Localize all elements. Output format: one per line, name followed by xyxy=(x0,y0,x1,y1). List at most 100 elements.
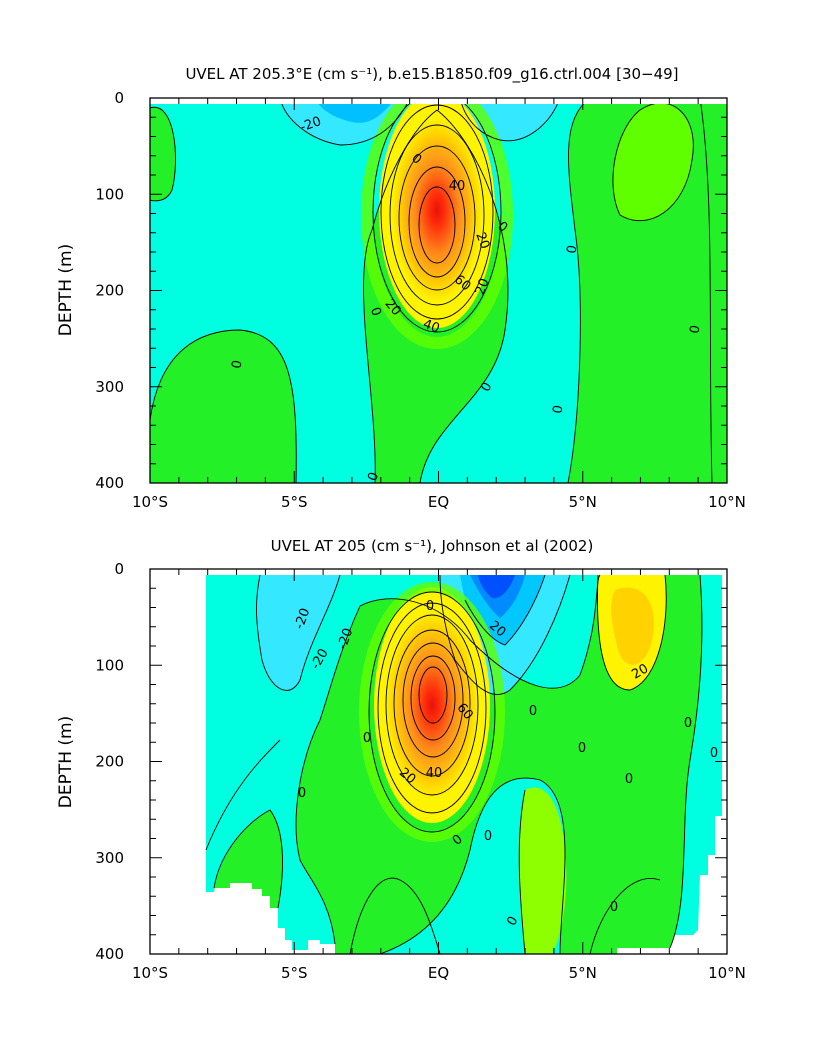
contour-line xyxy=(402,642,464,758)
contour-label: -20 xyxy=(292,606,313,631)
contour-label: 0 xyxy=(426,599,434,614)
contour-line xyxy=(418,666,448,724)
x-tick-label: 10°S xyxy=(132,964,168,982)
positive-region xyxy=(206,810,283,908)
positive-region xyxy=(519,787,567,954)
negative-region xyxy=(478,575,515,599)
contour-label: -20 xyxy=(298,114,323,135)
contour-label: 40 xyxy=(449,179,466,194)
contour-label: 0 xyxy=(298,786,306,801)
contour-field-2 xyxy=(205,574,722,954)
contour-line xyxy=(518,789,526,954)
contour-line xyxy=(349,877,441,954)
chart-title-2: UVEL AT 205 (cm s⁻¹), Johnson et al (200… xyxy=(271,537,594,555)
contour-line xyxy=(408,166,466,278)
x-tick-label: 10°N xyxy=(708,964,746,982)
contour-label: 20 xyxy=(629,661,651,682)
contour-line xyxy=(398,145,476,291)
undercurrent-core xyxy=(374,587,490,823)
contour-line xyxy=(359,574,601,689)
x-tick-label: 5°S xyxy=(281,493,308,511)
contour-line xyxy=(459,98,561,142)
x-tick-label: 10°S xyxy=(132,493,168,511)
y-tick-label: 100 xyxy=(95,185,124,203)
contour-label: 0 xyxy=(625,772,633,787)
contour-label: -20 xyxy=(335,626,356,651)
contour-line xyxy=(150,329,297,483)
y-tick-label: 400 xyxy=(95,945,124,963)
contour-line xyxy=(363,109,438,483)
contour-line xyxy=(699,98,713,483)
y-tick-label: 300 xyxy=(95,378,124,396)
contour-line xyxy=(597,574,667,691)
y-tick-label: 0 xyxy=(114,89,124,107)
contour-line xyxy=(612,102,694,222)
x-tick-label: 5°S xyxy=(281,964,308,982)
contour-line xyxy=(372,98,502,333)
y-tick-label: 0 xyxy=(114,560,124,578)
positive-region xyxy=(568,98,727,483)
contour-label: 0 xyxy=(564,244,580,255)
contour-label: 0 xyxy=(710,746,718,761)
contour-label: 40 xyxy=(426,766,443,781)
contour-line xyxy=(589,878,661,954)
x-tick-label: EQ xyxy=(428,493,449,511)
contour-label: 40 xyxy=(421,317,442,337)
positive-region xyxy=(150,107,176,201)
positive-region xyxy=(611,587,654,665)
x-tick-label: 5°N xyxy=(569,964,597,982)
contour-line xyxy=(385,614,479,796)
contour-line xyxy=(379,777,566,954)
y-tick-label: 200 xyxy=(95,282,124,300)
contour-line xyxy=(377,602,487,814)
contour-line xyxy=(380,104,494,320)
contour-line xyxy=(279,98,411,146)
y-tick-label: 300 xyxy=(95,849,124,867)
contour-line xyxy=(205,739,281,851)
contour-line xyxy=(669,574,703,949)
contour-line xyxy=(439,574,571,696)
negative-region xyxy=(256,575,340,691)
positive-region xyxy=(150,330,297,483)
contour-line xyxy=(418,186,456,264)
contour-label: 0 xyxy=(687,324,703,335)
undercurrent-core xyxy=(379,98,495,328)
contour-label: 20 xyxy=(473,276,493,297)
contour-label: 0 xyxy=(550,404,566,415)
y-tick-label: 200 xyxy=(95,753,124,771)
contour-label: 0 xyxy=(684,716,692,731)
chart-title-1: UVEL AT 205.3°E (cm s⁻¹), b.e15.B1850.f0… xyxy=(185,65,678,84)
contour-label: 0 xyxy=(363,731,371,746)
contour-field-1 xyxy=(150,98,727,483)
x-tick-label: EQ xyxy=(428,964,449,982)
negative-region xyxy=(315,98,395,123)
undercurrent-core xyxy=(359,582,505,842)
contour-label: 0 xyxy=(229,359,245,370)
contour-line xyxy=(368,591,496,833)
y-tick-label: 400 xyxy=(95,474,124,492)
contour-label: 0 xyxy=(578,741,586,756)
y-tick-label: 100 xyxy=(95,656,124,674)
contour-line xyxy=(256,574,341,691)
undercurrent-core xyxy=(361,98,513,349)
contour-label: 20 xyxy=(472,230,492,251)
contour-line xyxy=(389,124,485,306)
contour-line xyxy=(150,106,176,202)
contour-line xyxy=(410,655,456,741)
contour-line xyxy=(393,629,471,777)
x-tick-label: 10°N xyxy=(708,493,746,511)
contour-label: 0 xyxy=(610,900,618,915)
contour-line xyxy=(213,809,283,909)
contour-line xyxy=(295,605,361,945)
contour-label: 0 xyxy=(529,704,537,719)
contour-line xyxy=(419,109,509,483)
y-axis-label-2: DEPTH (m) xyxy=(56,716,76,808)
positive-region xyxy=(612,103,694,221)
contour-line xyxy=(464,574,546,646)
contour-line xyxy=(567,98,591,483)
contour-label: 0 xyxy=(484,829,492,844)
x-tick-label: 5°N xyxy=(569,493,597,511)
